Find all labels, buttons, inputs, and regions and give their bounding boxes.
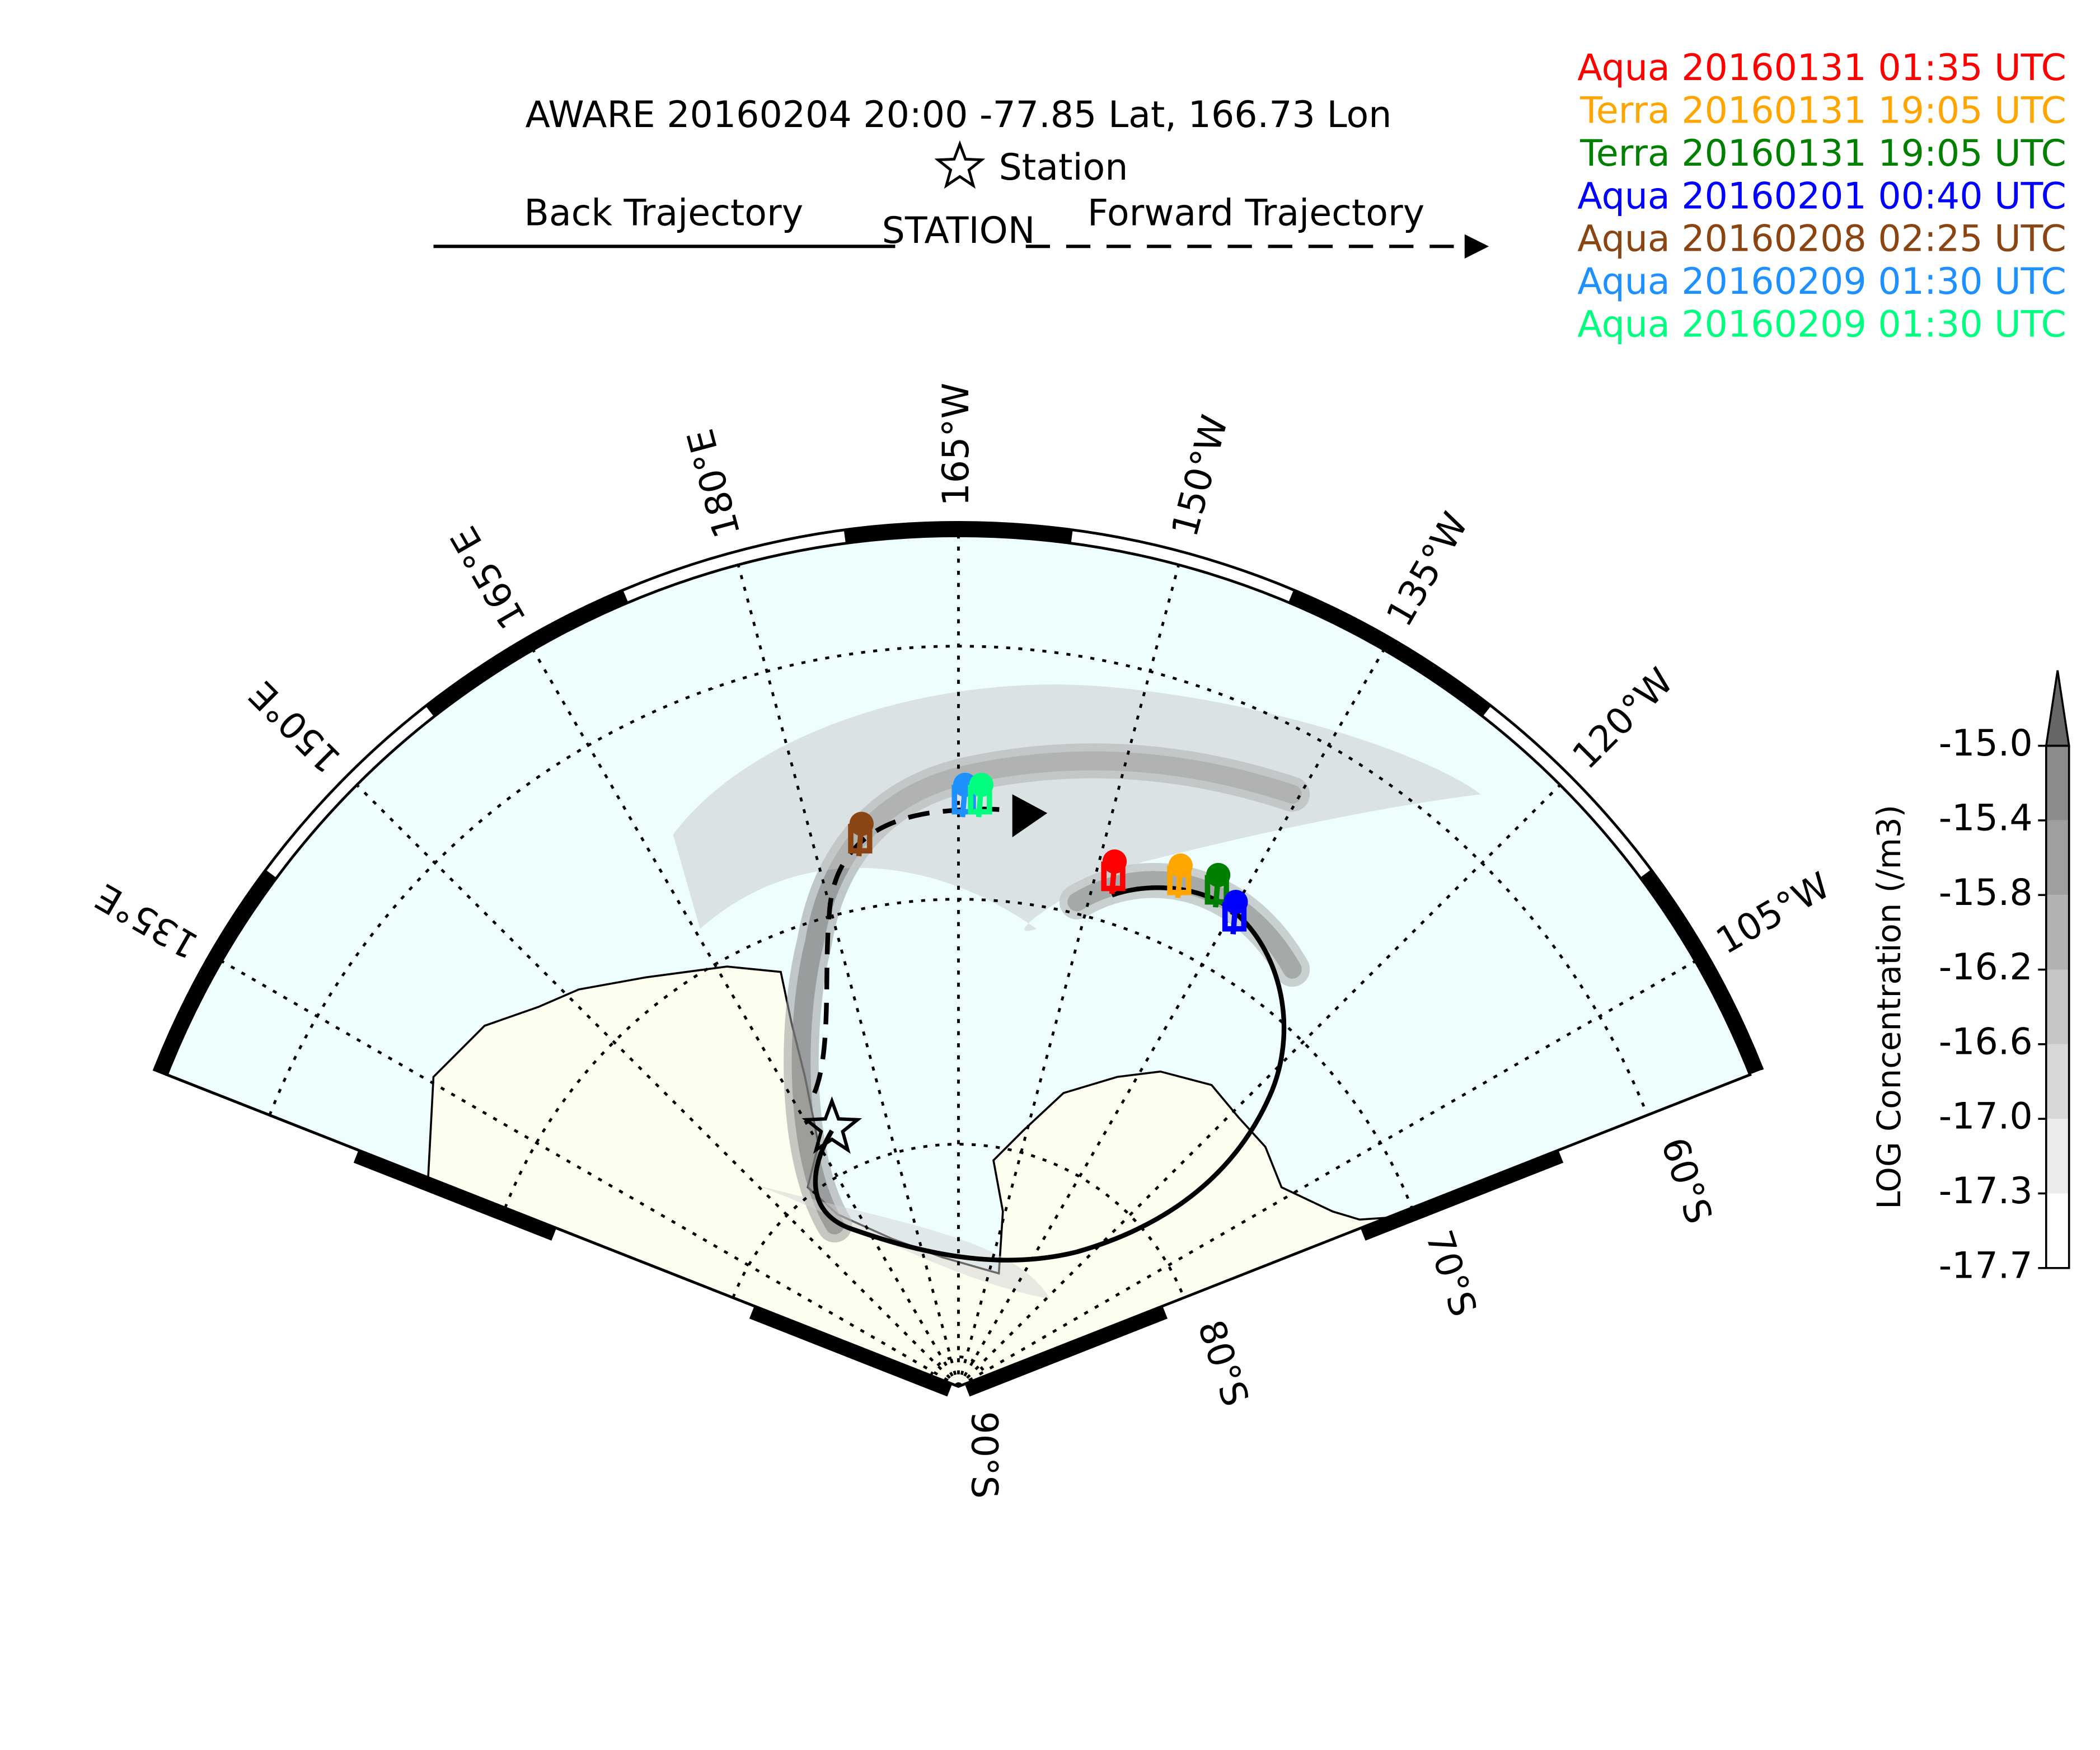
overpass-stem [959, 784, 968, 818]
colorbar-band [2046, 969, 2069, 1044]
latitude-label: 90°S [963, 1411, 1005, 1499]
legend-entry: Aqua 20160209 01:30 UTC [1577, 304, 2066, 346]
back-trajectory-label: Back Trajectory [524, 193, 803, 234]
colorbar-band [2046, 895, 2069, 970]
border-segment [425, 590, 629, 717]
meridian [221, 960, 959, 1387]
overpass-stem [856, 823, 865, 857]
colorbar-band [2046, 1193, 2069, 1268]
longitude-label: 135°W [1379, 505, 1476, 634]
latitude-label: 60°S [1653, 1133, 1720, 1229]
colorbar-tick-label: -15.4 [1939, 797, 2033, 839]
legend-entry: Terra 20160131 19:05 UTC [1579, 90, 2066, 132]
meridian [532, 649, 960, 1387]
map-border [165, 534, 1752, 1388]
meridian [737, 564, 960, 1387]
longitude-label: 180°E [679, 425, 749, 542]
meridian [957, 783, 1561, 1387]
forward-trajectory [812, 806, 1024, 1094]
border-segment [1640, 869, 1762, 1075]
border-segment [1288, 590, 1491, 717]
border-segment [843, 522, 1073, 543]
overpass-marker [1206, 862, 1231, 888]
border-segment [353, 1150, 557, 1241]
title: AWARE 20160204 20:00 -77.85 Lat, 166.73 … [526, 94, 1392, 136]
border-segment [964, 1306, 1168, 1397]
border-segment [1360, 1150, 1564, 1241]
colorbar-frame [2045, 744, 2070, 1269]
trajectory-arrow [1012, 794, 1048, 838]
legend-entry: Aqua 20160131 01:35 UTC [1577, 47, 2066, 89]
border-segment [154, 870, 277, 1075]
legend-entry: Terra 20160131 19:05 UTC [1579, 133, 2066, 175]
map: 135°E 150°E 165°E 180°E 165°W 150°W 135°W 120°W… [89, 383, 1837, 1499]
forward-trajectory-label: Forward Trajectory [1088, 193, 1424, 234]
colorbar-tick-label: -17.0 [1939, 1096, 2033, 1138]
longitude-label: 165°E [443, 519, 535, 635]
legend-entry: Aqua 20160209 01:30 UTC [1577, 261, 2066, 303]
colorbar-tick-label: -16.6 [1939, 1021, 2033, 1063]
concentration-plume [673, 684, 1481, 931]
longitude-label: 150°E [241, 673, 349, 781]
latitude-label: 80°S [1189, 1315, 1257, 1411]
longitude-label: 135°E [89, 875, 205, 967]
colorbar-band [2046, 820, 2069, 895]
colorbar-tick-label: -16.2 [1939, 946, 2033, 988]
latitude-label: 70°S [1417, 1226, 1484, 1322]
colorbar-band [2046, 1119, 2069, 1194]
colorbar-band [2046, 1044, 2069, 1119]
colorbar-band [2046, 745, 2069, 820]
meridian [355, 783, 960, 1387]
station-icon [934, 140, 986, 189]
overpass-stem [1175, 865, 1184, 898]
map-content [221, 536, 1696, 1387]
colorbar-tick-label: -15.8 [1939, 872, 2033, 914]
colorbar-tick-label: -17.3 [1939, 1170, 2033, 1212]
colorbar-tick-label: -17.7 [1939, 1245, 2033, 1287]
colorbar: -15.0 -15.4 -15.8 -16.2 -16.6 -17.0 -17.3 -17.7… [1870, 670, 2070, 1287]
meridian [957, 564, 1180, 1387]
meridian [957, 649, 1385, 1387]
overpass-stem [976, 784, 985, 818]
longitude-label: 150°W [1164, 411, 1237, 541]
forward-arrow [1464, 234, 1489, 259]
latitude-circle [929, 1355, 987, 1376]
station-legend: Station [999, 147, 1128, 189]
longitude-label: 105°W [1709, 865, 1837, 963]
border-segment [749, 1306, 953, 1397]
longitude-label: 120°W [1564, 660, 1681, 777]
station-marker-label: STATION [882, 210, 1035, 252]
colorbar-label: LOG Concentration (/m3) [1870, 805, 1908, 1209]
colorbar-extend [2045, 670, 2070, 747]
colorbar-tick-label: -15.0 [1939, 722, 2033, 764]
overpass-stem [1230, 902, 1239, 935]
overpass-stem [1213, 875, 1221, 908]
overpass-stem [1109, 861, 1118, 894]
legend-entry: Aqua 20160201 00:40 UTC [1577, 175, 2066, 217]
longitude-label: 165°W [935, 383, 977, 506]
meridian [958, 960, 1696, 1387]
station-star [801, 1096, 862, 1154]
legend-entry: Aqua 20160208 02:25 UTC [1577, 218, 2066, 260]
